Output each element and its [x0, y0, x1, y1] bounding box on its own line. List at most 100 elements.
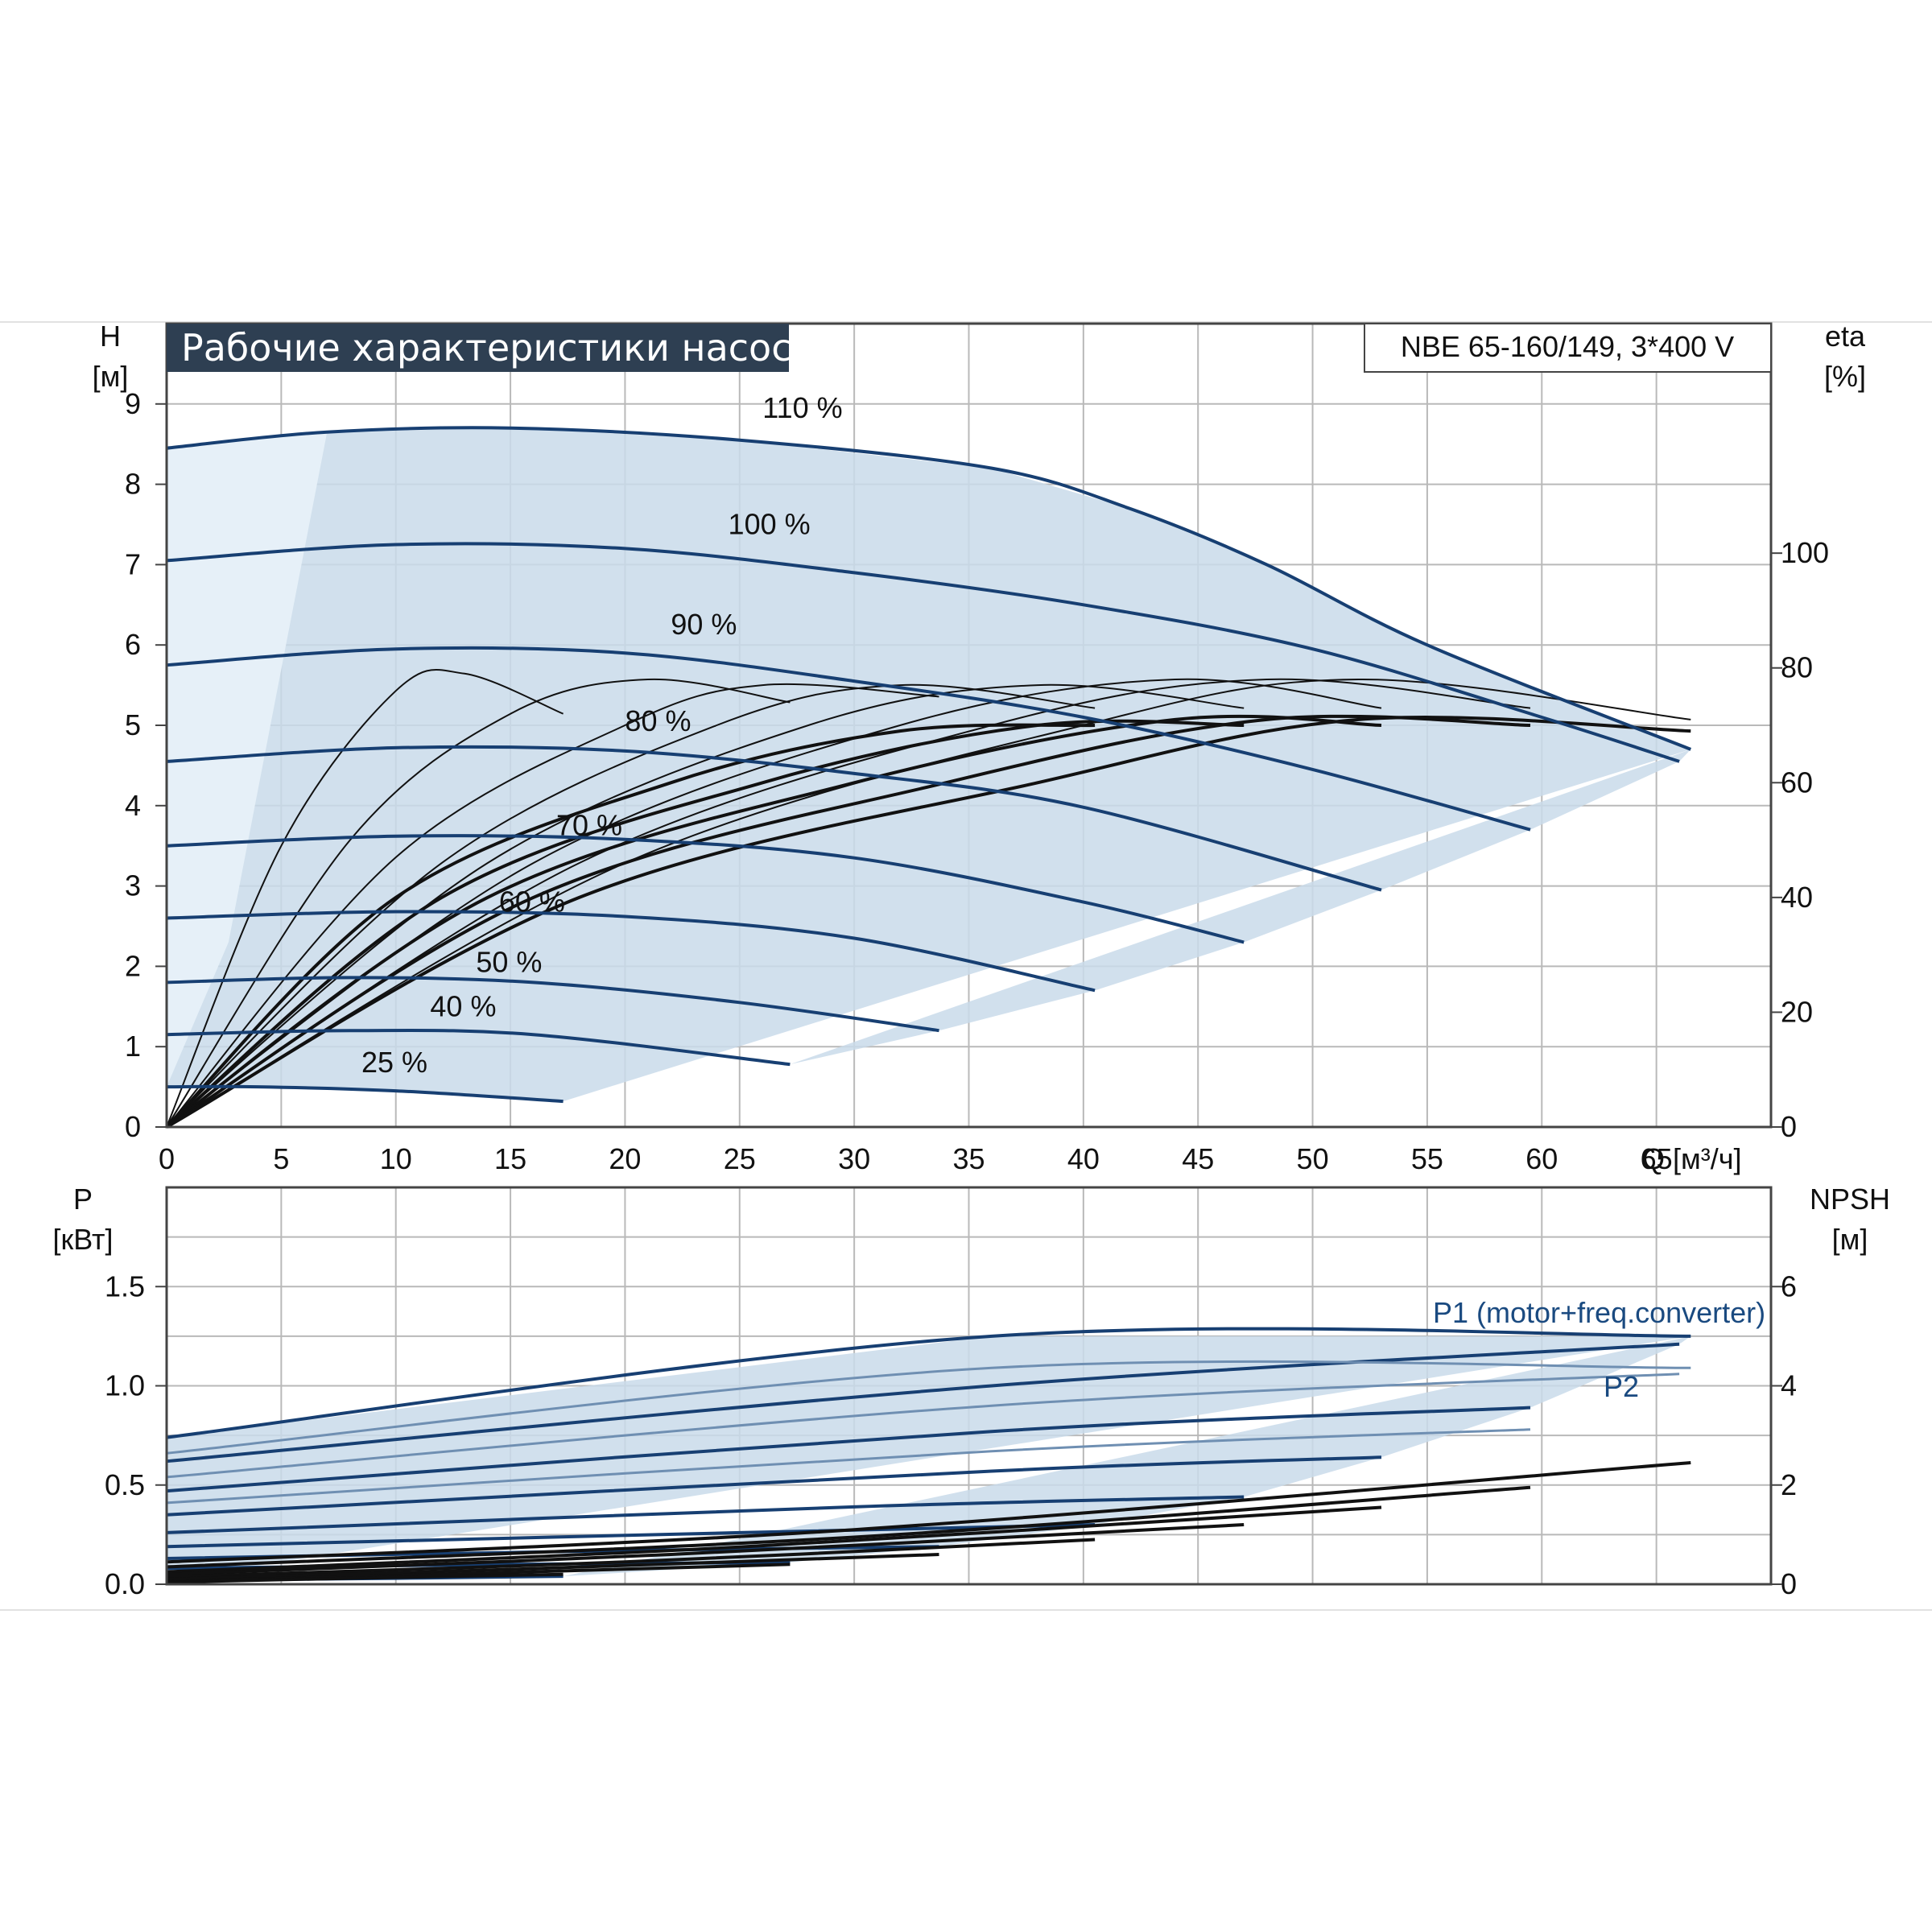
h-tick-label: 1 [125, 1030, 141, 1063]
eta-tick-label: 0 [1781, 1110, 1797, 1143]
x-tick-label: 40 [1067, 1142, 1100, 1175]
p1-label: P1 (motor+freq.converter) [1433, 1296, 1765, 1329]
x-tick-label: 65 [1641, 1142, 1673, 1175]
h-tick-label: 4 [125, 789, 141, 822]
h-tick-label: 0 [125, 1110, 141, 1143]
x-tick-label: 60 [1525, 1142, 1558, 1175]
x-tick-label: 5 [273, 1142, 289, 1175]
speed-label: 40 % [430, 989, 496, 1022]
npsh-curve [166, 1553, 939, 1581]
upper-plot-frame [165, 322, 1773, 1129]
npsh-tick-label: 4 [1781, 1369, 1797, 1402]
efficiency-curve [165, 714, 1531, 1129]
npsh-tick-label: 2 [1781, 1468, 1797, 1501]
efficiency-curve [166, 678, 791, 1128]
speed-label: 50 % [476, 945, 542, 978]
npsh-axis-name: NPSH [1810, 1183, 1890, 1216]
h-tick-label: 9 [125, 387, 141, 420]
p2-curve [166, 1428, 1531, 1505]
eta-tick-label: 80 [1781, 651, 1813, 684]
eta-axis-unit: [%] [1824, 360, 1866, 393]
p-tick-label: 1.0 [105, 1369, 145, 1402]
h-axis-name: H [100, 320, 121, 353]
head-curve [166, 542, 1680, 763]
p-axis-name: P [73, 1183, 93, 1216]
npsh-curve [166, 1505, 1382, 1574]
x-tick-label: 55 [1411, 1142, 1443, 1175]
x-tick-label: 10 [380, 1142, 412, 1175]
npsh-axis-unit: [м] [1832, 1223, 1868, 1256]
eta-tick-label: 20 [1781, 995, 1813, 1028]
h-axis-unit: [м] [93, 360, 129, 393]
head-curve [166, 745, 1382, 892]
q-axis-label: Q [м³/ч] [1642, 1142, 1742, 1175]
lower-plot-frame [165, 1186, 1773, 1586]
x-tick-label: 45 [1182, 1142, 1214, 1175]
p2-curve [166, 1360, 1691, 1455]
eta-tick-label: 60 [1781, 766, 1813, 799]
efficiency-curve [166, 683, 1096, 1128]
npsh-curve [166, 1538, 1096, 1579]
speed-label: 25 % [361, 1046, 427, 1079]
h-tick-label: 6 [125, 628, 141, 661]
head-curve [166, 834, 1245, 944]
tick-labels: 0 5 10 15 20 25 30 35 40 45 50 55 60 6501234567890204… [105, 387, 1829, 1600]
p2-label: P2 [1604, 1370, 1639, 1403]
p1-curve [166, 1455, 1382, 1517]
head-curve [166, 976, 939, 1033]
head-curve [166, 426, 1692, 751]
efficiency-curve [165, 723, 1096, 1129]
p-tick-label: 0.5 [105, 1468, 145, 1501]
eta-tick-label: 40 [1781, 881, 1813, 914]
npsh-curve [166, 1572, 564, 1584]
speed-label: 90 % [671, 608, 737, 641]
x-tick-label: 30 [838, 1142, 870, 1175]
eta-tick-label: 100 [1781, 536, 1829, 569]
p1-curve [166, 1342, 1680, 1463]
head-curve [166, 646, 1531, 832]
x-tick-label: 20 [609, 1142, 641, 1175]
h-tick-label: 8 [125, 468, 141, 501]
npsh-curve [166, 1461, 1691, 1564]
p1-curve [166, 1327, 1691, 1439]
x-tick-label: 0 [159, 1142, 175, 1175]
x-tick-label: 15 [494, 1142, 526, 1175]
efficiency-curve [165, 719, 1245, 1129]
efficiency-curve [166, 716, 1691, 1129]
h-tick-label: 7 [125, 547, 141, 580]
npsh-tick-label: 0 [1781, 1567, 1797, 1600]
speed-label: 70 % [556, 809, 622, 842]
h-tick-label: 3 [125, 869, 141, 902]
p-tick-label: 1.5 [105, 1269, 145, 1302]
speed-label: 110 % [762, 391, 842, 424]
h-tick-label: 2 [125, 949, 141, 982]
operating-area-light [167, 431, 328, 1088]
speed-label: 100 % [729, 507, 811, 540]
title-box [167, 324, 789, 372]
efficiency-curve [166, 669, 564, 1128]
x-tick-label: 35 [952, 1142, 985, 1175]
model-label: NBE 65-160/149, 3*400 V [1401, 330, 1734, 363]
x-tick-label: 25 [724, 1142, 756, 1175]
chart-title: Рабочие характеристики насоса [181, 326, 815, 369]
head-curve [166, 1084, 564, 1104]
p1-curve [166, 1406, 1531, 1493]
h-tick-label: 5 [125, 708, 141, 741]
model-box [1364, 323, 1772, 373]
head-curve [166, 1028, 791, 1067]
p-axis-unit: [кВт] [52, 1223, 113, 1256]
p-tick-label: 0.0 [105, 1567, 145, 1600]
npsh-curve [166, 1523, 1245, 1576]
efficiency-curve [165, 714, 1382, 1129]
eta-axis-name: eta [1825, 320, 1866, 353]
operating-area-power [167, 1335, 1691, 1581]
head-curve [166, 910, 1096, 993]
x-tick-label: 50 [1297, 1142, 1329, 1175]
p1-curve [166, 1495, 1245, 1534]
efficiency-curve [166, 678, 1691, 1128]
npsh-curve [166, 1485, 1531, 1569]
npsh-tick-label: 6 [1781, 1269, 1797, 1302]
curves: 110 % 100 % 90 % 80 % 70 % 60 % 50 % 40 %25 % [165, 391, 1692, 1584]
p2-curve [166, 1373, 1680, 1479]
